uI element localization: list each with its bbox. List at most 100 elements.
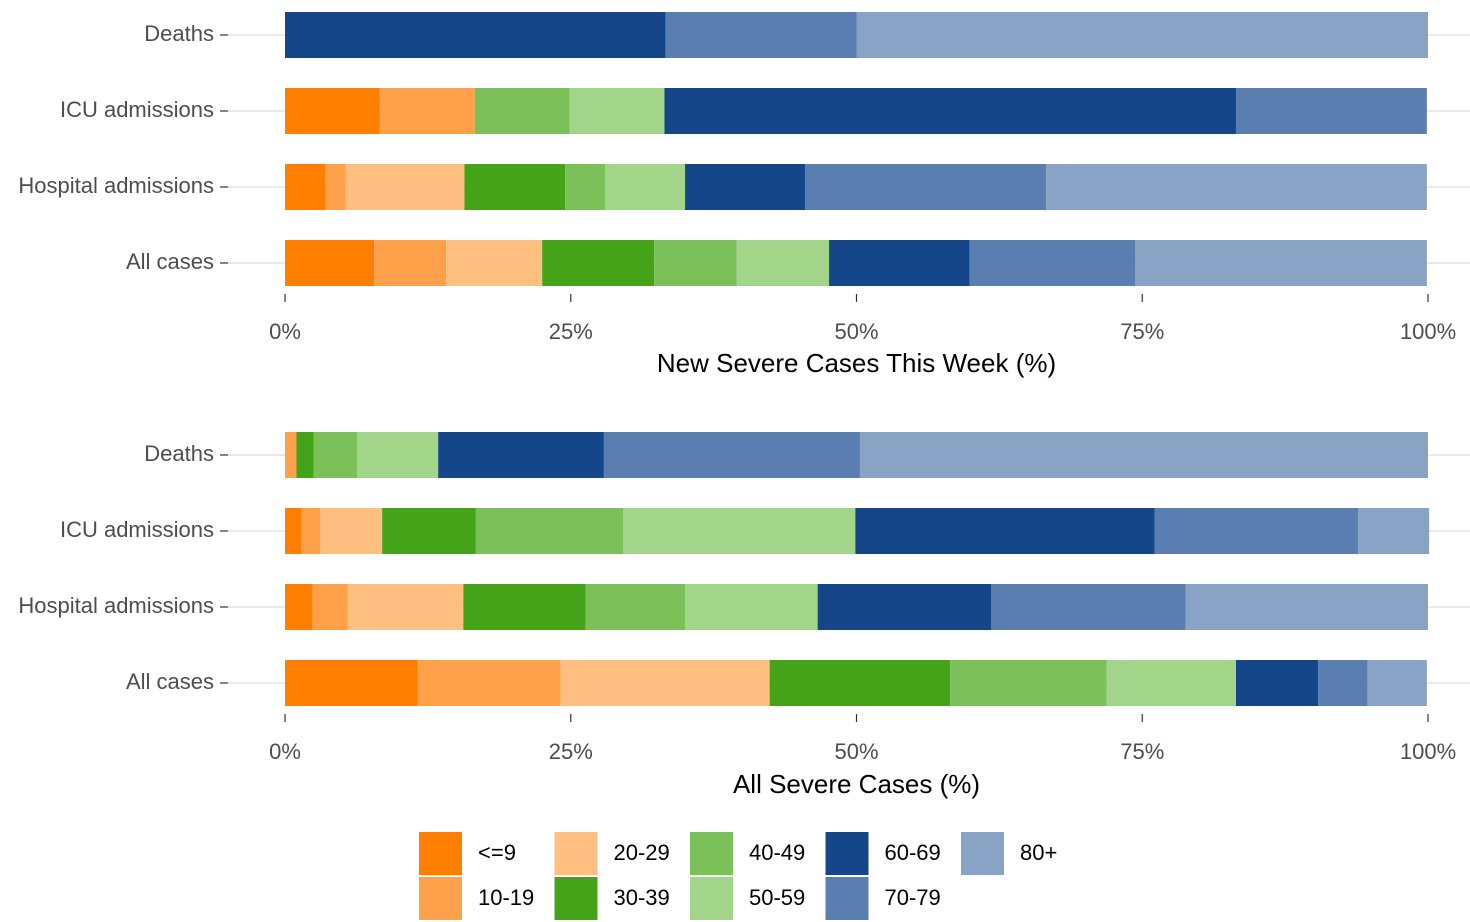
x-tick-label: 25%	[549, 739, 593, 764]
bar-segment: <=9	[285, 164, 326, 210]
legend-label: 60-69	[885, 840, 941, 865]
bar-segment: 40-49	[585, 584, 686, 630]
legend-key	[825, 832, 869, 875]
bar-segment: 10-19	[379, 88, 475, 134]
legend-key	[690, 877, 733, 920]
bar-segment: 60-69	[685, 164, 806, 210]
bar-segment: 40-49	[474, 88, 570, 134]
x-tick-label: 50%	[834, 739, 878, 764]
y-tick-label: All cases	[126, 249, 214, 274]
y-tick-label: Deaths	[144, 21, 214, 46]
bar-segment: 50-59	[357, 432, 439, 478]
bar-segment: 80+	[1135, 240, 1427, 286]
bar-segment: 60-69	[855, 508, 1155, 554]
x-tick-label: 75%	[1120, 319, 1164, 344]
bar-segment: 30-39	[769, 660, 951, 706]
bar-segment: 10-19	[312, 584, 348, 630]
bar-segment: 50-59	[685, 584, 818, 630]
bar-segment: 30-39	[382, 508, 476, 554]
x-tick-label: 100%	[1400, 319, 1456, 344]
x-tick-label: 0%	[269, 739, 301, 764]
legend-label: 70-79	[885, 885, 941, 910]
bar-segment: 80+	[1367, 660, 1427, 706]
x-tick-label: 25%	[549, 319, 593, 344]
bar-segment: 20-29	[446, 240, 543, 286]
x-axis-title: New Severe Cases This Week (%)	[657, 348, 1056, 378]
bar-segment: 60-69	[664, 88, 1236, 134]
bar-segment: 40-49	[565, 164, 606, 210]
bar-segment: 60-69	[438, 432, 604, 478]
bar-segment: 50-59	[736, 240, 830, 286]
x-tick-label: 75%	[1120, 739, 1164, 764]
bar-segment: 30-39	[542, 240, 655, 286]
bar-segment: 30-39	[463, 584, 586, 630]
bar-segment: 70-79	[991, 584, 1186, 630]
legend-key	[554, 832, 598, 875]
bar-segment: 50-59	[605, 164, 686, 210]
bar-segment: 60-69	[829, 240, 970, 286]
bar-segment: 40-49	[475, 508, 624, 554]
bar-segment: 50-59	[1106, 660, 1236, 706]
bar-segment: <=9	[285, 240, 375, 286]
legend-label: 80+	[1020, 840, 1057, 865]
bar-segment: 40-49	[950, 660, 1107, 706]
bar-segment: 20-29	[560, 660, 770, 706]
bar-segment: 10-19	[301, 508, 321, 554]
bar-segment: 60-69	[1235, 660, 1319, 706]
x-axis-title: All Severe Cases (%)	[733, 769, 980, 799]
legend-key	[554, 877, 598, 920]
legend-label: 40-49	[749, 840, 805, 865]
bar-segment: 10-19	[285, 432, 297, 478]
bar-segment: 80+	[1046, 164, 1427, 210]
bar-segment: 10-19	[374, 240, 447, 286]
x-tick-label: 100%	[1400, 739, 1456, 764]
bar-segment: <=9	[285, 660, 418, 706]
legend-key	[825, 877, 869, 920]
bar-segment: 20-29	[345, 164, 465, 210]
y-tick-label: ICU admissions	[60, 517, 214, 542]
bar-segment: 70-79	[665, 12, 857, 58]
y-tick-label: All cases	[126, 669, 214, 694]
bar-segment: 80+	[1358, 508, 1430, 554]
legend-key	[690, 832, 733, 875]
bar-segment: 20-29	[347, 584, 464, 630]
bar-segment: 70-79	[969, 240, 1136, 286]
bar-segment: 70-79	[805, 164, 1047, 210]
bar-segment: 10-19	[417, 660, 561, 706]
legend-key	[961, 832, 1004, 875]
legend-label: 30-39	[614, 885, 670, 910]
x-tick-label: 0%	[269, 319, 301, 344]
bar-segment: 80+	[859, 432, 1428, 478]
bar-segment: <=9	[285, 88, 380, 134]
bar-segment: 60-69	[817, 584, 992, 630]
bar-segment: 50-59	[569, 88, 665, 134]
y-tick-label: Deaths	[144, 441, 214, 466]
bar-segment: 20-29	[320, 508, 383, 554]
bar-segment: 70-79	[603, 432, 860, 478]
bar-segment: 30-39	[296, 432, 314, 478]
bar-segment: 40-49	[654, 240, 737, 286]
bar-segment: 40-49	[313, 432, 358, 478]
x-tick-label: 50%	[834, 319, 878, 344]
bar-segment: 50-59	[623, 508, 856, 554]
bar-segment: 70-79	[1154, 508, 1359, 554]
legend-key	[419, 877, 462, 920]
legend-label: 20-29	[614, 840, 670, 865]
bar-segment: 80+	[1185, 584, 1428, 630]
bar-segment: 10-19	[325, 164, 346, 210]
bar-segment: 70-79	[1318, 660, 1368, 706]
legend-label: <=9	[478, 840, 516, 865]
y-tick-label: Hospital admissions	[18, 593, 214, 618]
legend-label: 50-59	[749, 885, 805, 910]
bar-segment: 80+	[856, 12, 1428, 58]
legend-key	[419, 832, 462, 875]
legend-label: 10-19	[478, 885, 534, 910]
bar-segment: 30-39	[464, 164, 566, 210]
bar-segment: 70-79	[1235, 88, 1427, 134]
bar-segment: <=9	[285, 508, 302, 554]
y-tick-label: ICU admissions	[60, 97, 214, 122]
bar-segment: <=9	[285, 584, 313, 630]
bar-segment: 60-69	[285, 12, 666, 58]
y-tick-label: Hospital admissions	[18, 173, 214, 198]
